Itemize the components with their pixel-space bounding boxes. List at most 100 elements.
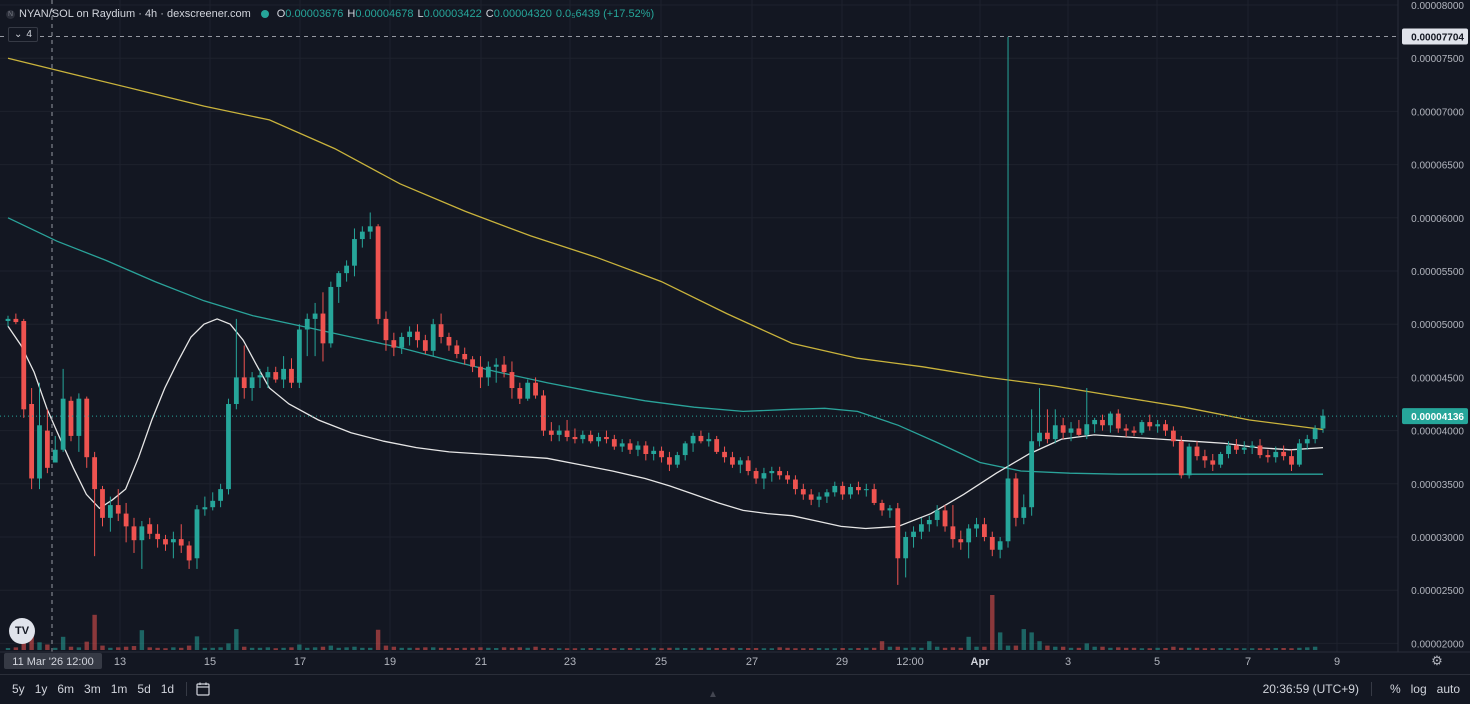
volume-bar xyxy=(431,647,436,650)
legend-symbol[interactable]: NYAN/SOL on Raydium xyxy=(19,8,136,20)
candle-body xyxy=(359,231,365,240)
market-status-dot xyxy=(260,10,269,18)
range-1y[interactable]: 1y xyxy=(34,681,48,696)
candlesticks xyxy=(5,36,1326,585)
volume-bar xyxy=(1265,648,1271,650)
volume-bar xyxy=(1234,648,1239,650)
candle-body xyxy=(1273,451,1279,458)
auto-scale-toggle[interactable]: auto xyxy=(1436,681,1460,696)
candle-body xyxy=(564,430,570,437)
candle xyxy=(989,531,995,557)
candle xyxy=(407,326,412,346)
candle xyxy=(871,483,877,506)
candle-body xyxy=(572,436,578,440)
date-range-icon[interactable] xyxy=(195,681,211,697)
candle-body xyxy=(863,489,869,491)
range-3m[interactable]: 3m xyxy=(84,681,101,696)
candle-body xyxy=(170,539,176,543)
volume-bar xyxy=(919,647,924,650)
candle xyxy=(564,419,570,442)
candle-body xyxy=(257,375,263,378)
log-scale-toggle[interactable]: log xyxy=(1410,681,1427,696)
range-1m[interactable]: 1m xyxy=(110,681,128,696)
time-tick-label: 13 xyxy=(114,656,126,668)
volume-bar xyxy=(1060,646,1066,650)
range-5d[interactable]: 5d xyxy=(137,681,151,696)
volume-bar xyxy=(1179,647,1184,650)
collapse-arrow-icon[interactable]: ▲ xyxy=(708,689,718,700)
candle-body xyxy=(100,489,105,518)
candle xyxy=(359,226,365,248)
crosshair-time-label-bg xyxy=(4,653,102,669)
price-tick-label: 0.00007000 xyxy=(1411,107,1464,118)
range-6m[interactable]: 6m xyxy=(57,681,75,696)
candle xyxy=(336,271,342,303)
candle-body xyxy=(824,492,830,497)
volume-bar xyxy=(462,647,467,650)
candle xyxy=(1115,409,1121,433)
candle xyxy=(1210,454,1216,472)
candle-body xyxy=(596,436,601,442)
candle xyxy=(344,260,349,282)
candle-body xyxy=(367,226,373,232)
candle xyxy=(1052,409,1058,444)
indicators-toggle[interactable]: ⌄ 4 xyxy=(8,27,38,42)
percent-scale-toggle[interactable]: % xyxy=(1389,681,1401,696)
range-5y[interactable]: 5y xyxy=(12,681,25,696)
candle-body xyxy=(407,331,412,337)
candle-body xyxy=(533,382,538,396)
candle xyxy=(84,396,90,468)
candle-body xyxy=(123,513,129,527)
candle xyxy=(863,483,869,497)
volume-bar xyxy=(958,647,963,650)
volume-bar xyxy=(1289,648,1294,650)
candle xyxy=(911,526,916,548)
candle-body xyxy=(667,457,672,465)
candle-body xyxy=(926,519,932,525)
candle xyxy=(1037,388,1042,447)
candle xyxy=(1320,409,1326,433)
candle xyxy=(273,366,279,383)
volume-bar xyxy=(982,646,987,650)
candle xyxy=(674,451,680,468)
candle xyxy=(1241,441,1247,455)
candle-body xyxy=(509,372,515,389)
volume-bar xyxy=(635,648,641,650)
time-tick-label: 23 xyxy=(564,656,576,668)
tradingview-logo-icon[interactable]: TV xyxy=(9,618,35,644)
range-1d[interactable]: 1d xyxy=(160,681,175,696)
candle-body xyxy=(281,368,286,380)
candle-body xyxy=(808,494,814,500)
candle xyxy=(1021,494,1027,525)
candle-body xyxy=(1076,428,1082,435)
volume-bar xyxy=(934,646,940,650)
candle xyxy=(1147,414,1153,431)
candle xyxy=(485,361,491,386)
candle-body xyxy=(1084,424,1090,435)
candle-body xyxy=(76,398,82,436)
volume-bar xyxy=(706,647,712,650)
volume-bar xyxy=(486,647,491,650)
candle xyxy=(572,428,578,444)
price-tick-label: 0.00005500 xyxy=(1411,267,1464,278)
candle xyxy=(580,430,586,444)
volume-bar xyxy=(690,648,696,650)
volume-bar xyxy=(249,647,255,650)
legend-interval[interactable]: 4h xyxy=(144,8,158,20)
volume-bar xyxy=(942,647,948,650)
candle xyxy=(107,496,113,532)
volume-bar xyxy=(682,648,688,650)
volume-bar xyxy=(186,645,192,650)
candle-body xyxy=(730,457,735,465)
volume-bar xyxy=(210,647,215,650)
candle-body xyxy=(753,471,759,479)
candle xyxy=(974,517,979,537)
volume-bar xyxy=(895,646,900,650)
candle-body xyxy=(344,265,349,274)
settings-gear-icon[interactable]: ⚙ xyxy=(1431,653,1443,668)
candle xyxy=(730,451,735,468)
candle-body xyxy=(312,313,318,319)
clock[interactable]: 20:36:59 (UTC+9) xyxy=(1262,681,1359,696)
